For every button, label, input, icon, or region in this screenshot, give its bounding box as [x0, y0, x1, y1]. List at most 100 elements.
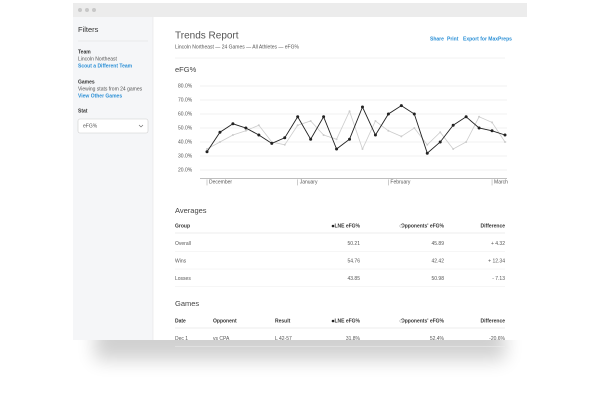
- cell: 52.4%: [430, 336, 445, 342]
- point: [322, 115, 326, 119]
- x-tick-label: February: [390, 180, 411, 186]
- point: [348, 110, 351, 113]
- link[interactable]: Export for MaxPreps: [463, 36, 512, 42]
- sidebar-title: Filters: [78, 25, 99, 34]
- dropdown-arrow: [138, 124, 144, 128]
- point: [360, 105, 364, 109]
- cell: 42.42: [431, 258, 444, 264]
- point: [452, 148, 455, 150]
- cell: 50.98: [431, 276, 444, 282]
- point: [400, 135, 403, 138]
- dropdown[interactable]: [77, 118, 149, 134]
- point: [465, 141, 468, 143]
- column-header: Date: [175, 318, 186, 324]
- window-dot: [78, 8, 82, 12]
- point: [283, 143, 286, 146]
- point: [296, 115, 300, 119]
- column-header: LNE eFG%: [334, 223, 360, 229]
- point: [361, 148, 364, 150]
- cell: + 12.34: [488, 258, 505, 264]
- point: [231, 134, 234, 136]
- link[interactable]: Print: [447, 36, 459, 42]
- point: [464, 115, 468, 119]
- point: [218, 141, 221, 143]
- point: [425, 151, 429, 155]
- point: [283, 136, 287, 140]
- cell: + 4.32: [491, 241, 505, 247]
- point: [373, 133, 377, 137]
- point: [503, 133, 507, 137]
- legend-dot: [331, 319, 335, 323]
- label: Stat: [78, 108, 88, 114]
- point: [309, 137, 313, 141]
- point: [257, 124, 260, 127]
- window-dot: [92, 8, 96, 12]
- point: [387, 129, 390, 132]
- point: [231, 122, 235, 126]
- cell: Dec 1: [175, 336, 188, 342]
- point: [438, 140, 442, 144]
- tables: Group LNE eFG% Opponents' eFG% Difference Ov…: [175, 223, 506, 347]
- legend-dot: [331, 224, 335, 228]
- link[interactable]: Share: [430, 36, 444, 42]
- column-header: Difference: [481, 223, 506, 229]
- title-bar: [73, 3, 527, 17]
- point: [205, 150, 209, 154]
- link[interactable]: Scout a Different Team: [78, 63, 133, 69]
- x-tick-label: December: [209, 180, 232, 186]
- point: [270, 141, 274, 145]
- cell: -20.6%: [489, 336, 505, 342]
- y-tick-label: 60.0%: [178, 111, 193, 117]
- point: [490, 129, 494, 133]
- point: [244, 129, 247, 132]
- cell: 50.21: [347, 241, 360, 247]
- link[interactable]: View Other Games: [78, 93, 122, 99]
- point: [257, 133, 261, 137]
- point: [491, 121, 494, 124]
- chart-title: eFG%: [175, 65, 197, 74]
- cell: 43.85: [347, 276, 360, 282]
- point: [374, 120, 377, 122]
- point: [335, 138, 338, 141]
- column-header: Opponent: [213, 318, 237, 324]
- point: [426, 143, 429, 146]
- column-header: Result: [275, 318, 291, 324]
- point: [478, 115, 481, 118]
- section-title: Games: [175, 299, 199, 308]
- y-tick-label: 70.0%: [178, 97, 193, 103]
- point: [504, 141, 506, 143]
- column-header: Group: [175, 223, 190, 229]
- label: Games: [78, 79, 95, 85]
- x-tick-label: January: [300, 180, 318, 186]
- y-tick-label: 20.0%: [178, 167, 193, 173]
- legend-dot: [399, 319, 403, 323]
- cell: Losses: [175, 276, 191, 282]
- point: [309, 120, 312, 122]
- point: [477, 126, 481, 130]
- cell: Wins: [175, 258, 187, 264]
- column-header: Opponents' eFG%: [401, 223, 445, 229]
- y-tick-label: 40.0%: [178, 139, 193, 145]
- point: [244, 126, 248, 130]
- point: [451, 123, 455, 127]
- column-header: Opponents' eFG%: [401, 318, 445, 324]
- series-line: [206, 110, 506, 151]
- cell: 45.89: [431, 241, 444, 247]
- cell: 31.8%: [346, 336, 361, 342]
- x-tick-label: March: [494, 180, 508, 186]
- cell: 54.76: [347, 258, 360, 264]
- column-header: LNE eFG%: [334, 318, 360, 324]
- point: [348, 137, 352, 141]
- window-dot: [85, 8, 89, 12]
- cell: - 7.13: [492, 276, 505, 282]
- label: Team: [78, 49, 91, 55]
- sidebar: [73, 17, 153, 340]
- point: [206, 148, 208, 150]
- point: [322, 134, 325, 136]
- y-tick-label: 80.0%: [178, 83, 193, 89]
- cell: vs CPA: [213, 336, 230, 342]
- point: [439, 131, 442, 134]
- y-tick-label: 30.0%: [178, 153, 193, 159]
- point: [412, 112, 416, 116]
